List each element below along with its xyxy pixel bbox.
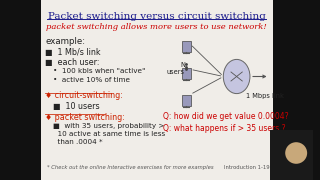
Text: ♦ packet switching:: ♦ packet switching: [45, 112, 125, 122]
Text: Q: how did we get value 0.0004?: Q: how did we get value 0.0004? [163, 112, 289, 121]
Text: than .0004 *: than .0004 * [53, 139, 102, 145]
FancyBboxPatch shape [182, 68, 191, 79]
Text: ■  10 users: ■ 10 users [53, 102, 99, 111]
Text: ■  1 Mb/s link: ■ 1 Mb/s link [45, 48, 101, 57]
Text: •  active 10% of time: • active 10% of time [53, 77, 130, 83]
Text: Packet switching versus circuit switching: Packet switching versus circuit switchin… [48, 12, 266, 21]
Text: * Check out the online Interactive exercises for more examples: * Check out the online Interactive exerc… [47, 165, 214, 170]
Text: Introduction 1-19: Introduction 1-19 [224, 165, 269, 170]
FancyBboxPatch shape [41, 0, 273, 180]
Text: 1 Mbps link: 1 Mbps link [246, 93, 284, 99]
FancyBboxPatch shape [182, 41, 191, 52]
Text: N
users: N users [167, 62, 185, 75]
FancyBboxPatch shape [269, 130, 313, 180]
Text: Q: what happens if > 35 users ?: Q: what happens if > 35 users ? [163, 124, 286, 133]
FancyBboxPatch shape [182, 95, 191, 106]
Text: ♦ circuit-switching:: ♦ circuit-switching: [45, 91, 123, 100]
Text: packet switching allows more users to use network!: packet switching allows more users to us… [46, 22, 267, 30]
Text: •  100 kbls when "active": • 100 kbls when "active" [53, 68, 145, 74]
Text: example:: example: [45, 37, 85, 46]
Text: ■  each user:: ■ each user: [45, 58, 100, 67]
Ellipse shape [223, 59, 250, 94]
Text: ■  with 35 users, probability >: ■ with 35 users, probability > [53, 123, 164, 129]
Text: 10 active at same time is less: 10 active at same time is less [53, 131, 165, 137]
Ellipse shape [285, 142, 307, 164]
